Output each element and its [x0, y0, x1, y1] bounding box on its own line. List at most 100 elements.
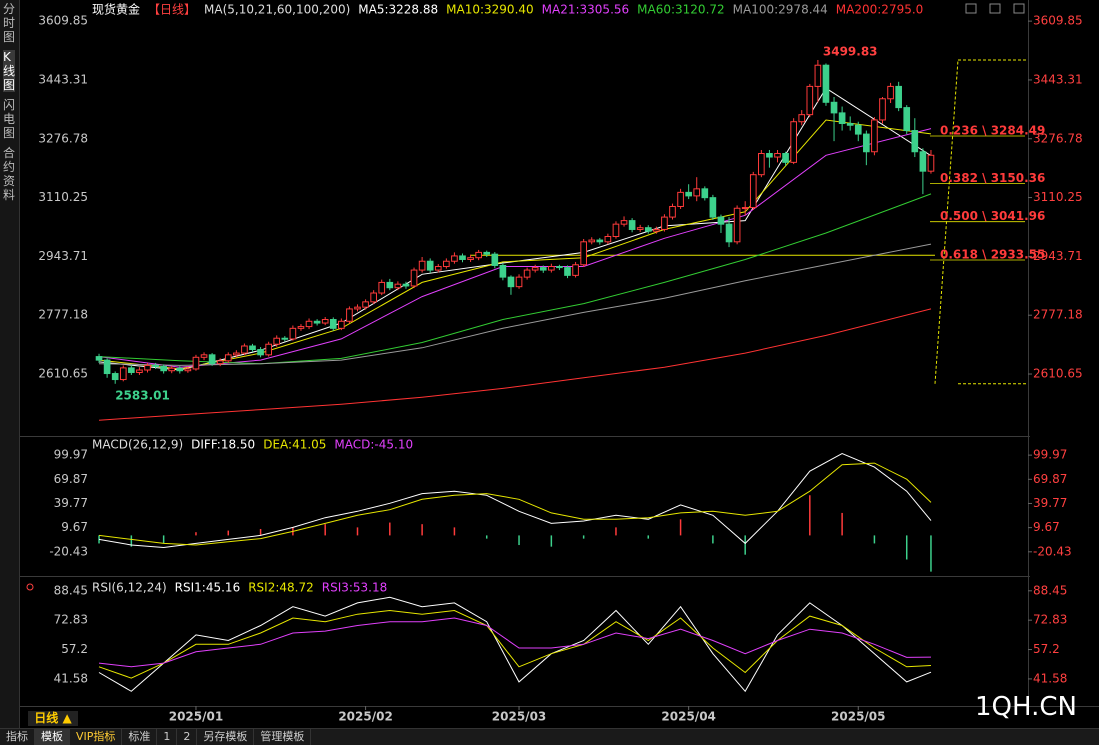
candle-body: [499, 264, 507, 278]
candle-body: [313, 320, 321, 324]
candle-body: [249, 345, 256, 351]
candle-body: [281, 337, 289, 340]
candle-body: [871, 119, 878, 153]
candle-body: [733, 207, 741, 243]
fib-label: 0.500 \ 3041.96: [940, 209, 1045, 223]
sidebar-tab[interactable]: 合约资料: [3, 146, 16, 202]
toolbar-tab[interactable]: 2: [177, 729, 198, 745]
candle-body: [661, 216, 668, 230]
y-tick-label: 2943.71: [38, 249, 88, 263]
toolbar-tab[interactable]: 1: [157, 729, 178, 745]
window-controls[interactable]: [965, 3, 1025, 14]
series-line: [98, 128, 932, 368]
y-tick-label: 9.67: [61, 520, 88, 534]
y-tick-label-right: 69.87: [1033, 472, 1067, 486]
fib-label: 0.236 \ 3284.49: [940, 124, 1045, 138]
candle-body: [766, 153, 773, 158]
candle-body: [507, 276, 515, 288]
toolbar: 指标 模板 VIP指标 标准 1 2 另存模板 管理模板: [0, 728, 1099, 745]
toolbar-tab[interactable]: 管理模板: [254, 729, 312, 745]
candle-body: [241, 345, 248, 354]
candle-body: [548, 266, 555, 271]
candle-body: [596, 239, 604, 243]
candle-body: [136, 369, 143, 373]
candle-body: [903, 107, 911, 132]
candle-body: [402, 283, 410, 287]
candle-body: [394, 283, 402, 289]
sidebar-tab[interactable]: 闪电图: [3, 98, 16, 140]
y-tick-label-right: 2610.65: [1033, 367, 1083, 381]
toolbar-tab[interactable]: 标准: [122, 729, 158, 745]
toolbar-tab[interactable]: 另存模板: [197, 729, 255, 745]
fib-label: 0.382 \ 3150.36: [940, 171, 1045, 185]
legend-entry: MA60:3120.72: [637, 3, 725, 17]
toolbar-tab[interactable]: 模板: [35, 729, 70, 745]
series-line: [98, 243, 932, 366]
watermark: 1QH.CN: [975, 692, 1077, 722]
candle-body: [782, 153, 789, 163]
period-button[interactable]: 日线 ▲: [28, 711, 78, 726]
toolbar-tab[interactable]: VIP指标: [70, 729, 123, 745]
candle-body: [758, 153, 765, 176]
y-tick-label: 99.97: [54, 448, 88, 462]
legend-entry: 现货黄金: [92, 2, 140, 17]
candle-body: [216, 360, 224, 365]
candle-body: [208, 354, 216, 365]
candle-body: [620, 220, 628, 225]
sidebar-tab[interactable]: 分时图: [3, 2, 16, 44]
series-line: [98, 119, 932, 370]
candle-body: [644, 227, 652, 232]
candle-body: [451, 255, 458, 262]
candle-body: [329, 319, 337, 329]
x-tick-label: 2025/03: [492, 710, 546, 724]
candle-body: [669, 205, 676, 218]
candle-body: [467, 257, 474, 260]
candle-body: [887, 85, 894, 100]
candle-body: [798, 114, 806, 123]
y-tick-label: 72.83: [54, 613, 88, 627]
candle-body: [588, 239, 596, 243]
candle-body: [919, 151, 927, 172]
candle-body: [152, 364, 159, 367]
legend-entry: RSI3:53.18: [322, 581, 388, 595]
y-tick-label-right: 39.77: [1033, 496, 1067, 510]
y-tick-label-right: 72.83: [1033, 613, 1067, 627]
candle-body: [257, 349, 264, 356]
candle-body: [491, 253, 499, 266]
candle-body: [475, 251, 482, 259]
series-line: [98, 452, 932, 549]
y-tick-label-right: 3276.78: [1033, 131, 1083, 145]
legend-entry: RSI(6,12,24): [92, 581, 167, 595]
candle-body: [693, 188, 701, 197]
high-label: 3499.83: [823, 44, 878, 58]
candle-body: [233, 352, 240, 356]
series-line: [98, 308, 932, 421]
candle-body: [434, 266, 442, 271]
candle-body: [305, 320, 313, 328]
sidebar-tab[interactable]: K线图: [3, 50, 16, 92]
candle-body: [846, 122, 854, 126]
candle-body: [814, 64, 822, 87]
y-tick-label: 3609.85: [38, 14, 88, 28]
candle-body: [806, 85, 814, 116]
legend-entry: 【日线】: [148, 3, 196, 17]
candle-body: [119, 367, 127, 381]
y-tick-label-right: 99.97: [1033, 448, 1067, 462]
candle-body: [628, 220, 636, 230]
candle-body: [677, 191, 684, 207]
candle-body: [790, 121, 797, 163]
candle-body: [443, 260, 450, 268]
legend-entry: MA(5,10,21,60,100,200): [204, 3, 350, 17]
candle-body: [265, 343, 272, 356]
y-tick-label-right: 2943.71: [1033, 249, 1083, 263]
candle-body: [354, 306, 361, 310]
candle-body: [838, 112, 846, 124]
legend-entry: DIFF:18.50: [191, 438, 255, 452]
candle-body: [128, 367, 135, 373]
candle-body: [717, 216, 725, 225]
candle-body: [321, 319, 329, 324]
toolbar-tab[interactable]: 指标: [0, 729, 35, 745]
candle-body: [774, 153, 781, 158]
candle-body: [289, 327, 297, 340]
panel-icon[interactable]: [26, 583, 34, 591]
